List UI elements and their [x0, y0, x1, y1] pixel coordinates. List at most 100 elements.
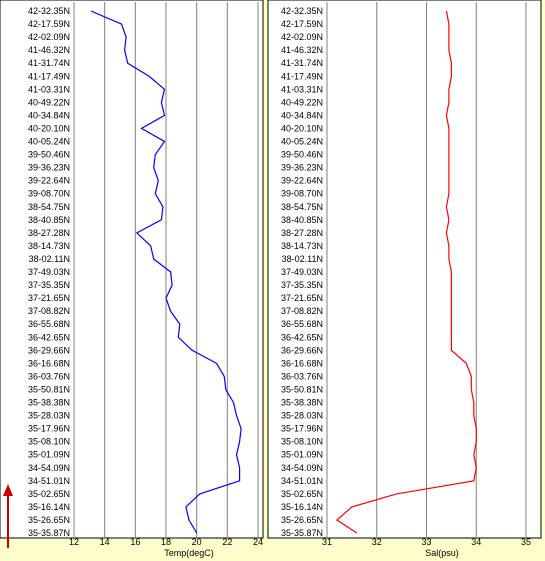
salinity-y-tick-label: 41-46.32N: [281, 45, 323, 55]
temperature-y-tick-label: 36-29.66N: [28, 345, 70, 355]
temperature-y-tick-label: 35-08.10N: [28, 437, 70, 447]
salinity-y-tick-label: 35-16.14N: [281, 502, 323, 512]
temperature-y-tick-label: 35-17.96N: [28, 424, 70, 434]
salinity-y-tick-label: 38-40.85N: [281, 215, 323, 225]
salinity-y-tick-label: 36-03.76N: [281, 371, 323, 381]
temperature-plot-area: [0, 0, 264, 539]
salinity-panel: Sal(psu) 42-32.35N 42-17.59N 42-02.09N 41-4…: [267, 0, 542, 558]
temperature-x-tick-label: 22: [222, 537, 232, 547]
salinity-x-tick-label: 35: [521, 537, 531, 547]
temperature-y-tick-label: 35-02.65N: [28, 489, 70, 499]
salinity-y-tick-label: 38-14.73N: [281, 241, 323, 251]
temperature-y-tick-label: 37-35.35N: [28, 280, 70, 290]
salinity-y-tick-label: 37-08.82N: [281, 306, 323, 316]
temperature-y-tick-label: 40-49.22N: [28, 97, 70, 107]
salinity-y-tick-label: 42-17.59N: [281, 19, 323, 29]
arrow-up-icon: [3, 484, 13, 548]
salinity-y-tick-label: 42-02.09N: [281, 32, 323, 42]
temperature-y-tick-label: 40-34.84N: [28, 110, 70, 120]
salinity-y-tick-label: 35-28.03N: [281, 411, 323, 421]
salinity-y-tick-label: 35-26.65N: [281, 515, 323, 525]
salinity-y-tick-label: 41-03.31N: [281, 84, 323, 94]
salinity-y-tick-label: 40-49.22N: [281, 97, 323, 107]
salinity-y-tick-label: 38-54.75N: [281, 202, 323, 212]
temperature-series-line: [90, 10, 242, 534]
salinity-y-tick-label: 36-55.68N: [281, 319, 323, 329]
temperature-y-tick-label: 38-40.85N: [28, 215, 70, 225]
temperature-y-tick-label: 35-35.87N: [28, 528, 70, 538]
temperature-y-tick-label: 39-50.46N: [28, 150, 70, 160]
temperature-y-tick-label: 40-20.10N: [28, 123, 70, 133]
temperature-y-tick-label: 42-17.59N: [28, 19, 70, 29]
salinity-x-tick-label: 31: [322, 537, 332, 547]
salinity-y-tick-label: 39-08.70N: [281, 189, 323, 199]
temperature-y-tick-label: 38-02.11N: [29, 254, 70, 264]
temperature-y-tick-label: 41-17.49N: [28, 71, 70, 81]
salinity-x-tick-label: 34: [471, 537, 481, 547]
salinity-plot-area: [267, 0, 542, 539]
temperature-y-tick-label: 34-54.09N: [28, 463, 70, 473]
salinity-y-tick-label: 39-36.23N: [281, 163, 323, 173]
salinity-y-tick-label: 35-01.09N: [281, 450, 323, 460]
temperature-y-tick-label: 41-46.32N: [28, 45, 70, 55]
temperature-y-tick-label: 35-50.81N: [28, 384, 70, 394]
salinity-y-tick-label: 35-38.38N: [281, 398, 323, 408]
salinity-y-tick-label: 38-27.28N: [281, 228, 323, 238]
temperature-y-tick-label: 37-08.82N: [28, 306, 70, 316]
temperature-y-tick-label: 35-28.03N: [28, 411, 70, 421]
temperature-y-tick-label: 36-55.68N: [28, 319, 70, 329]
temperature-y-tick-label: 39-08.70N: [28, 189, 70, 199]
salinity-y-tick-label: 35-17.96N: [281, 424, 323, 434]
temperature-x-tick-label: 12: [69, 537, 79, 547]
temperature-x-tick-label: 16: [130, 537, 140, 547]
temperature-y-tick-label: 34-51.01N: [28, 476, 70, 486]
salinity-y-tick-label: 40-20.10N: [281, 123, 323, 133]
temperature-panel: Temp(degC) 42-32.35N 42-17.59N 42-02.09N 41…: [0, 0, 264, 558]
temperature-x-tick-label: 18: [161, 537, 171, 547]
temperature-y-tick-label: 35-38.38N: [28, 398, 70, 408]
salinity-y-tick-label: 36-42.65N: [281, 332, 323, 342]
temperature-y-tick-label: 38-14.73N: [28, 241, 70, 251]
salinity-y-tick-label: 36-29.66N: [281, 345, 323, 355]
temperature-y-tick-label: 36-03.76N: [28, 371, 70, 381]
temperature-y-tick-label: 42-02.09N: [28, 32, 70, 42]
salinity-x-tick-label: 33: [421, 537, 431, 547]
temperature-x-tick-label: 24: [253, 537, 263, 547]
temperature-y-tick-label: 37-21.65N: [28, 293, 70, 303]
salinity-y-tick-label: 37-21.65N: [281, 293, 323, 303]
salinity-x-tick-label: 32: [372, 537, 382, 547]
temperature-y-tick-label: 38-27.28N: [28, 228, 70, 238]
salinity-series-line: [335, 10, 477, 534]
salinity-y-tick-label: 37-49.03N: [281, 267, 323, 277]
temperature-y-tick-label: 35-16.14N: [28, 502, 70, 512]
salinity-y-tick-label: 35-02.65N: [281, 489, 323, 499]
salinity-x-axis-label: Sal(psu): [425, 548, 459, 558]
temperature-x-axis-label: Temp(degC): [164, 548, 214, 558]
temperature-y-tick-label: 36-16.68N: [28, 358, 70, 368]
temperature-y-tick-label: 39-22.64N: [28, 176, 70, 186]
salinity-y-tick-label: 40-34.84N: [281, 110, 323, 120]
temperature-y-tick-label: 41-31.74N: [28, 58, 70, 68]
salinity-y-tick-label: 35-08.10N: [281, 437, 323, 447]
salinity-y-tick-label: 41-31.74N: [281, 58, 323, 68]
temperature-x-tick-label: 20: [192, 537, 202, 547]
temperature-y-tick-label: 39-36.23N: [28, 163, 70, 173]
salinity-y-tick-label: 42-32.35N: [281, 6, 323, 16]
salinity-y-tick-label: 36-16.68N: [281, 358, 323, 368]
salinity-y-tick-label: 34-54.09N: [281, 463, 323, 473]
temperature-y-tick-label: 36-42.65N: [28, 332, 70, 342]
salinity-y-tick-label: 35-50.81N: [281, 384, 323, 394]
salinity-y-tick-label: 34-51.01N: [281, 476, 323, 486]
temperature-y-tick-label: 35-26.65N: [28, 515, 70, 525]
temperature-y-tick-label: 41-03.31N: [28, 84, 70, 94]
salinity-y-tick-label: 40-05.24N: [281, 137, 323, 147]
salinity-y-tick-label: 39-50.46N: [281, 150, 323, 160]
temperature-y-tick-label: 38-54.75N: [28, 202, 70, 212]
salinity-y-tick-label: 35-35.87N: [281, 528, 323, 538]
salinity-y-tick-label: 38-02.11N: [282, 254, 323, 264]
temperature-x-tick-label: 14: [100, 537, 110, 547]
salinity-y-tick-label: 41-17.49N: [281, 71, 323, 81]
temperature-y-tick-label: 42-32.35N: [28, 6, 70, 16]
temperature-y-tick-label: 35-01.09N: [28, 450, 70, 460]
